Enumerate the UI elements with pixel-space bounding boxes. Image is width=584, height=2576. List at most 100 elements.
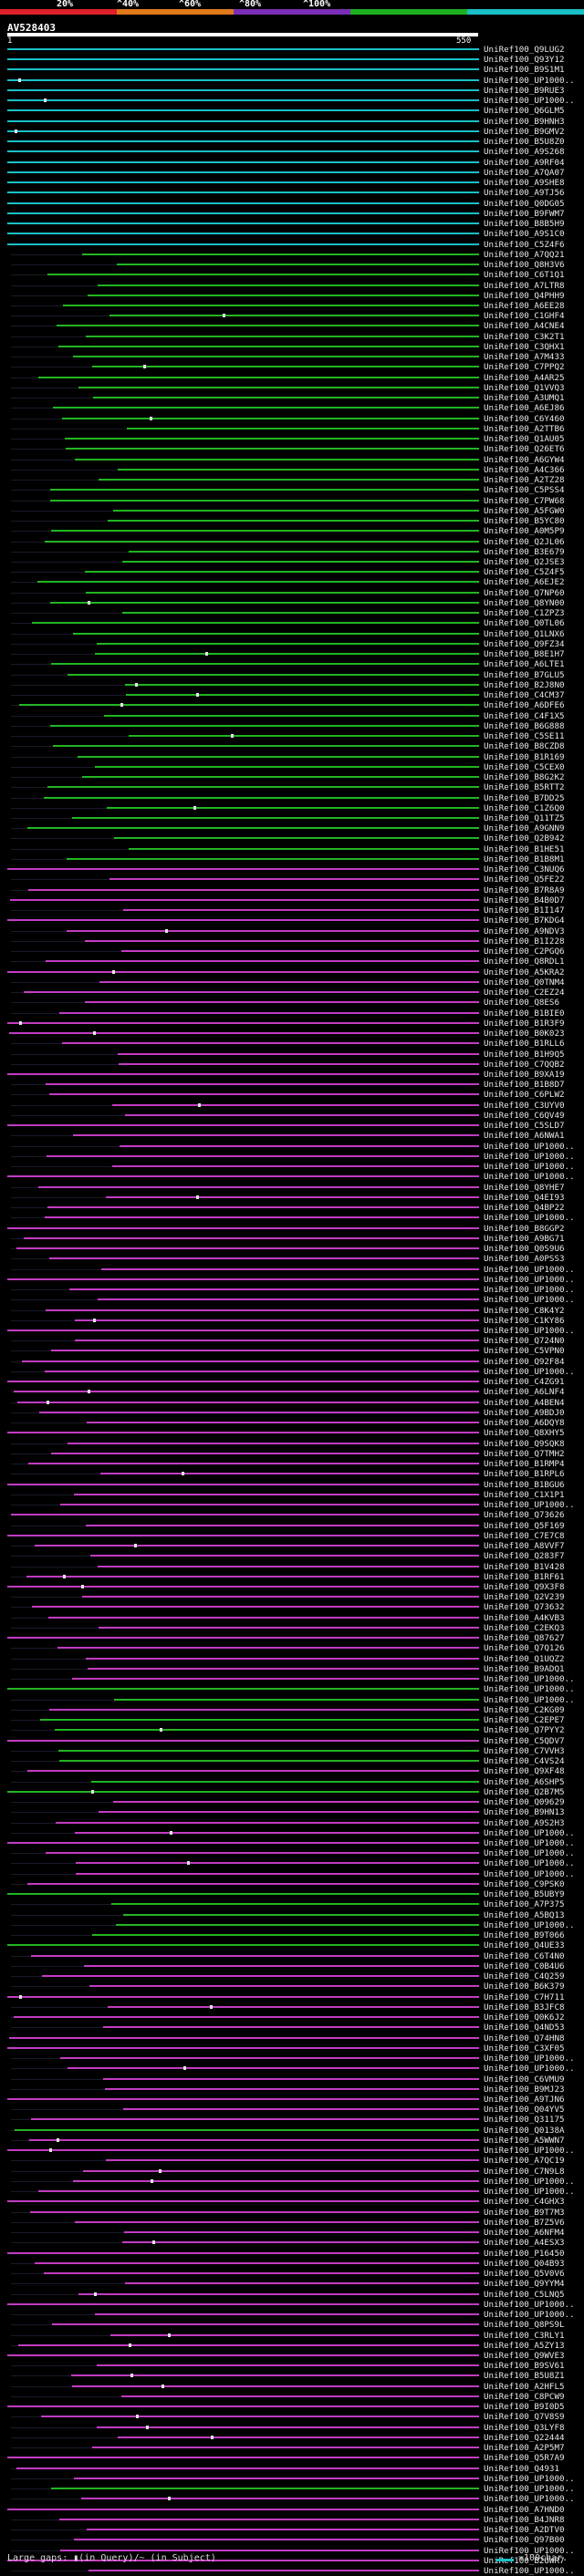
hit-row[interactable]: UniRef100_B9HNH3 <box>0 117 584 127</box>
hit-label[interactable]: UniRef100_B9RUE3 <box>484 85 565 96</box>
hit-row[interactable]: UniRef100_A9NDV3 <box>0 926 584 936</box>
hit-label[interactable]: UniRef100_C6T1Q1 <box>484 270 565 281</box>
hit-row[interactable]: UniRef100_B1RLL6 <box>0 1039 584 1049</box>
hit-label[interactable]: UniRef100_C6T4N0 <box>484 1950 565 1961</box>
hit-row[interactable]: UniRef100_B3JFC8 <box>0 2002 584 2012</box>
hit-row[interactable]: UniRef100_C5VPN0 <box>0 1346 584 1356</box>
hit-row[interactable]: UniRef100_B8B5H9 <box>0 219 584 229</box>
hit-label[interactable]: UniRef100_B7KDG4 <box>484 916 565 926</box>
hit-row[interactable]: UniRef100_C1X1P1 <box>0 1490 584 1500</box>
hit-row[interactable]: UniRef100_Q7TMH2 <box>0 1449 584 1459</box>
hit-row[interactable]: UniRef100_C3RLY1 <box>0 2331 584 2341</box>
hit-label[interactable]: UniRef100_C2PGQ6 <box>484 947 565 957</box>
hit-label[interactable]: UniRef100_Q7NP60 <box>484 587 565 598</box>
hit-label[interactable]: UniRef100_B7Z5V6 <box>484 2217 565 2228</box>
hit-row[interactable]: UniRef100_C2EPE7 <box>0 1715 584 1725</box>
hit-row[interactable]: UniRef100_Q9FZ34 <box>0 639 584 649</box>
hit-label[interactable]: UniRef100_Q8ES6 <box>484 998 559 1009</box>
hit-row[interactable]: UniRef100_Q8PS9L <box>0 2320 584 2330</box>
hit-row[interactable]: UniRef100_C6Y460 <box>0 414 584 424</box>
hit-label[interactable]: UniRef100_Q31175 <box>484 2115 565 2126</box>
hit-row[interactable]: UniRef100_B1R3F9 <box>0 1019 584 1029</box>
hit-row[interactable]: UniRef100_B1HE51 <box>0 844 584 854</box>
hit-row[interactable]: UniRef100_UP1000.. <box>0 1172 584 1182</box>
hit-row[interactable]: UniRef100_A5ZY13 <box>0 2341 584 2351</box>
hit-label[interactable]: UniRef100_C6QV49 <box>484 1110 565 1121</box>
hit-row[interactable]: UniRef100_Q6GLM5 <box>0 106 584 116</box>
hit-label[interactable]: UniRef100_C5Z4F5 <box>484 567 565 578</box>
hit-row[interactable]: UniRef100_C7VVH3 <box>0 1746 584 1756</box>
hit-label[interactable]: UniRef100_UP1000.. <box>484 1848 575 1859</box>
hit-row[interactable]: UniRef100_Q87627 <box>0 1633 584 1643</box>
hit-label[interactable]: UniRef100_A4ESX3 <box>484 2238 565 2249</box>
hit-label[interactable]: UniRef100_Q2JSE3 <box>484 557 565 567</box>
hit-row[interactable]: UniRef100_A7LTR8 <box>0 281 584 291</box>
hit-label[interactable]: UniRef100_C5SE11 <box>484 731 565 742</box>
hit-row[interactable]: UniRef100_UP1000.. <box>0 1695 584 1705</box>
hit-row[interactable]: UniRef100_B5UBY9 <box>0 1889 584 1899</box>
hit-label[interactable]: UniRef100_A4AR25 <box>484 372 565 383</box>
hit-label[interactable]: UniRef100_UP1000.. <box>484 2310 575 2321</box>
hit-label[interactable]: UniRef100_UP1000.. <box>484 1674 575 1685</box>
hit-row[interactable]: UniRef100_Q93Y12 <box>0 55 584 65</box>
hit-row[interactable]: UniRef100_Q9SQK8 <box>0 1439 584 1449</box>
hit-row[interactable]: UniRef100_C4ZG91 <box>0 1377 584 1387</box>
hit-row[interactable]: UniRef100_B7KDG4 <box>0 916 584 926</box>
hit-label[interactable]: UniRef100_A9TJN6 <box>484 2095 565 2105</box>
hit-label[interactable]: UniRef100_A6NFM4 <box>484 2228 565 2239</box>
hit-row[interactable]: UniRef100_UP1000.. <box>0 1142 584 1152</box>
hit-row[interactable]: UniRef100_Q5FE22 <box>0 874 584 885</box>
hit-label[interactable]: UniRef100_B4JNR8 <box>484 2514 565 2525</box>
hit-label[interactable]: UniRef100_B1RPL6 <box>484 1469 565 1480</box>
hit-label[interactable]: UniRef100_UP1000.. <box>484 1838 575 1848</box>
hit-label[interactable]: UniRef100_C3XF05 <box>484 2043 565 2054</box>
hit-label[interactable]: UniRef100_UP1000.. <box>484 2484 575 2495</box>
hit-label[interactable]: UniRef100_C7H711 <box>484 1991 565 2002</box>
hit-label[interactable]: UniRef100_Q4BP22 <box>484 1203 565 1214</box>
hit-row[interactable]: UniRef100_UP1000.. <box>0 1500 584 1510</box>
hit-row[interactable]: UniRef100_C4VS24 <box>0 1756 584 1766</box>
hit-row[interactable]: UniRef100_C1ZPZ3 <box>0 608 584 618</box>
hit-label[interactable]: UniRef100_B7DD25 <box>484 792 565 803</box>
hit-row[interactable]: UniRef100_A9BDJ0 <box>0 1408 584 1418</box>
hit-label[interactable]: UniRef100_B3JFC8 <box>484 2002 565 2012</box>
hit-row[interactable]: UniRef100_B7GLU5 <box>0 670 584 680</box>
hit-row[interactable]: UniRef100_UP1000.. <box>0 2494 584 2504</box>
hit-label[interactable]: UniRef100_C4CM37 <box>484 690 565 701</box>
hit-row[interactable]: UniRef100_Q0S9U6 <box>0 1244 584 1254</box>
hit-label[interactable]: UniRef100_UP1000.. <box>484 1141 575 1152</box>
hit-label[interactable]: UniRef100_B7GLU5 <box>484 669 565 680</box>
hit-row[interactable]: UniRef100_C2PGQ6 <box>0 947 584 957</box>
hit-row[interactable]: UniRef100_A7M433 <box>0 352 584 362</box>
hit-row[interactable]: UniRef100_A6NWA1 <box>0 1131 584 1141</box>
hit-label[interactable]: UniRef100_Q0TNM4 <box>484 977 565 988</box>
hit-label[interactable]: UniRef100_A9SHE8 <box>484 178 565 189</box>
hit-row[interactable]: UniRef100_A2TZ28 <box>0 475 584 485</box>
hit-row[interactable]: UniRef100_UP1000.. <box>0 1326 584 1336</box>
hit-row[interactable]: UniRef100_Q7Q126 <box>0 1643 584 1653</box>
hit-label[interactable]: UniRef100_Q9XF48 <box>484 1766 565 1777</box>
hit-row[interactable]: UniRef100_Q2V239 <box>0 1592 584 1602</box>
hit-label[interactable]: UniRef100_B7R8A9 <box>484 885 565 895</box>
hit-label[interactable]: UniRef100_C5CEX0 <box>484 761 565 772</box>
hit-row[interactable]: UniRef100_A7QC19 <box>0 2156 584 2166</box>
hit-label[interactable]: UniRef100_UP1000.. <box>484 2146 575 2157</box>
hit-label[interactable]: UniRef100_B5U8Z1 <box>484 2371 565 2382</box>
hit-label[interactable]: UniRef100_A6LNF4 <box>484 1387 565 1398</box>
hit-label[interactable]: UniRef100_A9GNN9 <box>484 823 565 834</box>
hit-label[interactable]: UniRef100_Q8XHY5 <box>484 1428 565 1439</box>
hit-row[interactable]: UniRef100_Q8ES6 <box>0 998 584 1008</box>
hit-label[interactable]: UniRef100_Q04B93 <box>484 2258 565 2269</box>
hit-label[interactable]: UniRef100_Q8RDL1 <box>484 957 565 967</box>
hit-label[interactable]: UniRef100_UP1000.. <box>484 1274 575 1285</box>
hit-row[interactable]: UniRef100_Q4PHH9 <box>0 291 584 301</box>
hit-label[interactable]: UniRef100_UP1000.. <box>484 1295 575 1306</box>
hit-row[interactable]: UniRef100_Q0DG05 <box>0 199 584 209</box>
hit-label[interactable]: UniRef100_Q1LNX6 <box>484 628 565 639</box>
hit-label[interactable]: UniRef100_Q93Y12 <box>484 55 565 66</box>
hit-row[interactable]: UniRef100_Q0TL06 <box>0 618 584 628</box>
hit-row[interactable]: UniRef100_C6T1Q1 <box>0 270 584 280</box>
hit-row[interactable]: UniRef100_UP1000.. <box>0 2054 584 2064</box>
hit-row[interactable]: UniRef100_Q5R7A9 <box>0 2453 584 2463</box>
hit-label[interactable]: UniRef100_B5YC80 <box>484 516 565 527</box>
